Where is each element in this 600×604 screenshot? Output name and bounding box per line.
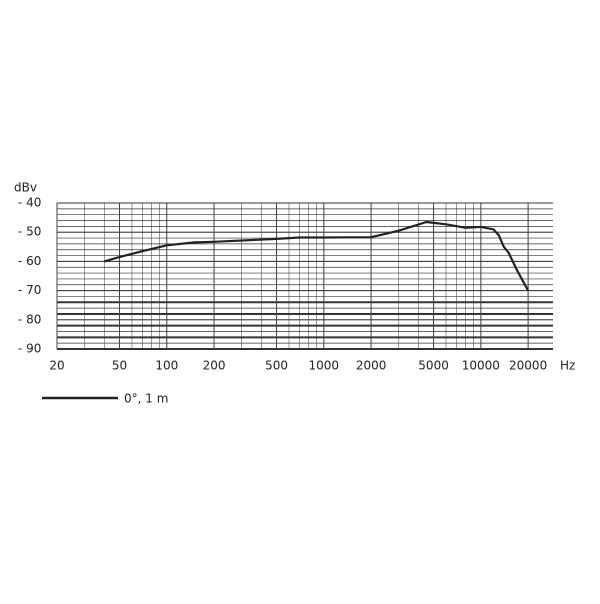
x-tick-label: 100 <box>155 359 178 373</box>
y-tick-label: - 40 <box>18 196 41 210</box>
x-tick-label: 5000 <box>418 359 449 373</box>
legend-label: 0°, 1 m <box>124 392 168 406</box>
y-tick-label: - 80 <box>18 312 41 326</box>
x-tick-label: 1000 <box>309 359 340 373</box>
x-axis-label: Hz <box>560 359 575 373</box>
x-tick-label: 10000 <box>462 359 500 373</box>
y-axis-label: dBv <box>14 181 37 195</box>
y-tick-label: - 70 <box>18 283 41 297</box>
x-tick-label: 500 <box>265 359 288 373</box>
data-line <box>103 220 530 292</box>
grid <box>56 202 553 350</box>
x-tick-label: 20 <box>49 359 64 373</box>
x-tick-label: 50 <box>112 359 127 373</box>
x-tick-label: 20000 <box>509 359 547 373</box>
y-tick-label: - 90 <box>18 342 41 356</box>
x-tick-label: 200 <box>203 359 226 373</box>
x-tick-label: 2000 <box>356 359 387 373</box>
y-tick-label: - 60 <box>18 254 41 268</box>
y-tick-label: - 50 <box>18 225 41 239</box>
